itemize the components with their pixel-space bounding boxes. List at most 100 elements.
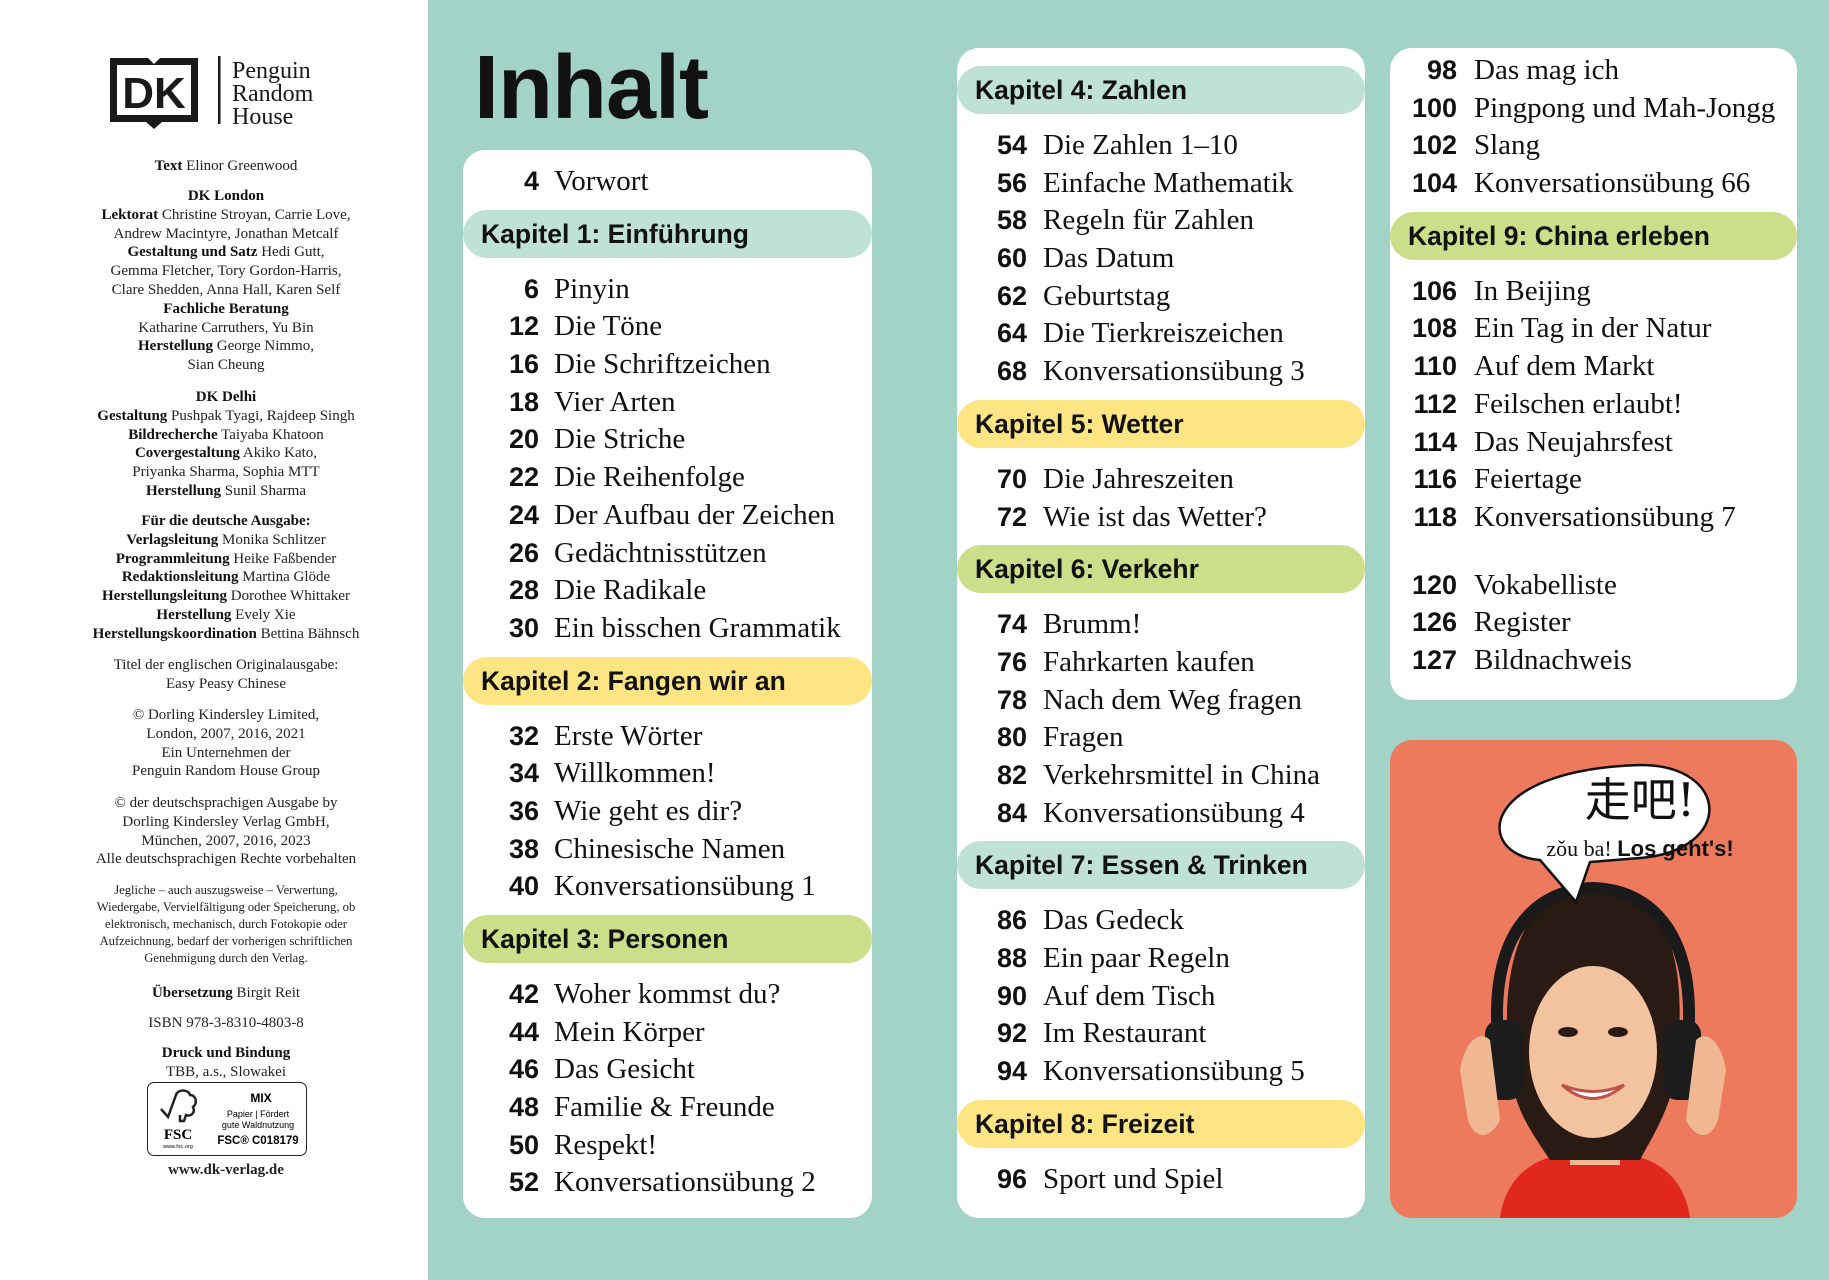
toc-entry[interactable]: 104 Konversationsübung 66: [1390, 165, 1797, 203]
toc-entry[interactable]: 108 Ein Tag in der Natur: [1390, 310, 1797, 348]
toc-entry[interactable]: 80 Fragen: [957, 719, 1365, 757]
toc-entry[interactable]: 60 Das Datum: [957, 240, 1365, 278]
toc-entry[interactable]: 72 Wie ist das Wetter?: [957, 499, 1365, 537]
credit-line: Bildrecherche Taiyaba Khatoon: [40, 426, 412, 445]
toc-entry[interactable]: 62 Geburtstag: [957, 278, 1365, 316]
credit-group: DK Delhi Gestaltung Pushpak Tyagi, Rajdee…: [40, 388, 412, 501]
toc-entry[interactable]: 120 Vokabelliste: [1390, 567, 1797, 605]
credit-line: Sian Cheung: [40, 356, 412, 375]
toc-entry[interactable]: 100 Pingpong und Mah-Jongg: [1390, 90, 1797, 128]
toc-entry[interactable]: 58 Regeln für Zahlen: [957, 202, 1365, 240]
svg-text:Random: Random: [232, 81, 314, 107]
toc-entry[interactable]: 106 In Beijing: [1390, 273, 1797, 311]
credit-role: Herstellungsleitung: [101, 588, 227, 605]
entry-title: Geburtstag: [1043, 279, 1171, 312]
credit-name: Birgit Reit: [236, 985, 301, 1001]
toc-entry[interactable]: 68 Konversationsübung 3: [957, 353, 1365, 391]
page-number: 94: [996, 1056, 1027, 1087]
toc-entry[interactable]: 20 Die Striche: [463, 421, 872, 459]
chapter-header[interactable]: Kapitel 5: Wetter: [957, 399, 1365, 448]
toc-entry[interactable]: 50 Respekt!: [463, 1127, 872, 1165]
toc-entry[interactable]: 32 Erste Wörter: [463, 718, 872, 756]
chapter-header[interactable]: Kapitel 2: Fangen wir an: [463, 656, 872, 705]
toc-entry[interactable]: 44 Mein Körper: [463, 1014, 872, 1052]
credit-role: Programmleitung: [115, 550, 230, 567]
chapter-header[interactable]: Kapitel 6: Verkehr: [957, 545, 1365, 594]
toc-entry[interactable]: 84 Konversationsübung 4: [957, 795, 1365, 833]
toc-entry[interactable]: 127 Bildnachweis: [1390, 642, 1797, 680]
toc-entry[interactable]: 88 Ein paar Regeln: [957, 940, 1365, 978]
toc-entry[interactable]: 48 Familie & Freunde: [463, 1089, 872, 1127]
toc-entry[interactable]: 74 Brumm!: [957, 606, 1365, 644]
toc-entry[interactable]: 92 Im Restaurant: [957, 1015, 1365, 1053]
toc-entry[interactable]: 98 Das mag ich: [1390, 52, 1797, 90]
toc-entry[interactable]: 90 Auf dem Tisch: [957, 978, 1365, 1016]
credit-line: Gestaltung Pushpak Tyagi, Rajdeep Singh: [40, 407, 412, 426]
toc-entry[interactable]: 28 Die Radikale: [463, 572, 872, 610]
credit-role: Herstellungskoordination: [92, 625, 257, 642]
toc-entry[interactable]: 36 Wie geht es dir?: [463, 793, 872, 831]
toc-entry[interactable]: 24 Der Aufbau der Zeichen: [463, 497, 872, 535]
toc-entry[interactable]: 18 Vier Arten: [463, 384, 872, 422]
credit-line: Easy Peasy Chinese: [40, 675, 412, 694]
page-number: 62: [996, 280, 1027, 311]
toc-entry[interactable]: 78 Nach dem Weg fragen: [957, 682, 1365, 720]
entry-title: Vorwort: [554, 165, 649, 197]
entry-title: Konversationsübung 1: [554, 870, 816, 903]
toc-entry[interactable]: 82 Verkehrsmittel in China: [957, 757, 1365, 795]
credit-name: London, 2007, 2016, 2021: [146, 725, 306, 742]
page-number: 92: [996, 1018, 1027, 1049]
toc-entry[interactable]: 46 Das Gesicht: [463, 1051, 872, 1089]
credit-name: Pushpak Tyagi, Rajdeep Singh: [171, 407, 355, 424]
toc-entry[interactable]: 118 Konversationsübung 7: [1390, 499, 1797, 537]
page-number: 28: [508, 575, 539, 606]
toc-entry[interactable]: 38 Chinesische Namen: [463, 831, 872, 869]
credit-role: Herstellung: [146, 482, 221, 499]
credit-name: Martina Glöde: [242, 569, 331, 586]
chapter-header[interactable]: Kapitel 8: Freizeit: [957, 1099, 1365, 1148]
toc-entry[interactable]: 26 Gedächtnisstützen: [463, 535, 872, 573]
toc-entry[interactable]: 64 Die Tierkreiszeichen: [957, 315, 1365, 353]
chapter-header[interactable]: Kapitel 9: China erleben: [1390, 211, 1797, 260]
toc-entry[interactable]: 110 Auf dem Markt: [1390, 348, 1797, 386]
credit-line: Priyanka Sharma, Sophia MTT: [40, 463, 412, 482]
toc-entry[interactable]: 12 Die Töne: [463, 308, 872, 346]
toc-entry[interactable]: 86 Das Gedeck: [957, 902, 1365, 940]
toc-entry[interactable]: 6 Pinyin: [463, 271, 872, 309]
toc-entry[interactable]: 126 Register: [1390, 604, 1797, 642]
entry-title: Willkommen!: [554, 757, 716, 790]
toc-entry[interactable]: 22 Die Reihenfolge: [463, 459, 872, 497]
toc-entry[interactable]: 112 Feilschen erlaubt!: [1390, 386, 1797, 424]
toc-entry[interactable]: 52 Konversationsübung 2: [463, 1164, 872, 1202]
toc-entry[interactable]: 70 Die Jahreszeiten: [957, 461, 1365, 499]
credit-role: Für die deutsche Ausgabe:: [141, 513, 311, 529]
credit-role: Gestaltung und Satz: [127, 244, 258, 261]
toc-entry[interactable]: 34 Willkommen!: [463, 755, 872, 793]
toc-entry[interactable]: 40 Konversationsübung 1: [463, 868, 872, 906]
toc-entry[interactable]: 96 Sport und Spiel: [957, 1161, 1365, 1199]
toc-entry[interactable]: 16 Die Schriftzeichen: [463, 346, 872, 384]
toc-entry[interactable]: 42 Woher kommst du?: [463, 976, 872, 1014]
toc-entry[interactable]: 4 Vorwort: [463, 163, 872, 201]
page-number: 20: [508, 424, 539, 455]
credit-role: Herstellung: [156, 606, 232, 623]
entry-title: Konversationsübung 7: [1474, 500, 1736, 533]
toc-entry[interactable]: 94 Konversationsübung 5: [957, 1053, 1365, 1091]
chapter-header[interactable]: Kapitel 4: Zahlen: [957, 66, 1365, 114]
page-number: 56: [996, 167, 1027, 198]
toc-entry[interactable]: 76 Fahrkarten kaufen: [957, 644, 1365, 682]
credit-line: London, 2007, 2016, 2021: [40, 725, 412, 744]
toc-entry[interactable]: 114 Das Neujahrsfest: [1390, 424, 1797, 462]
page-number: 32: [508, 720, 539, 751]
toc-entry[interactable]: 116 Feiertage: [1390, 461, 1797, 499]
chapter-header[interactable]: Kapitel 3: Personen: [463, 915, 872, 963]
toc-entry[interactable]: 54 Die Zahlen 1–10: [957, 127, 1365, 165]
toc-entry[interactable]: 102 Slang: [1390, 127, 1797, 165]
toc-entry[interactable]: 30 Ein bisschen Grammatik: [463, 610, 872, 648]
credit-line: Gemma Fletcher, Tory Gordon-Harris,: [40, 262, 412, 281]
chapter-header[interactable]: Kapitel 1: Einführung: [463, 209, 872, 258]
chapter-header[interactable]: Kapitel 7: Essen & Trinken: [957, 841, 1365, 890]
entry-title: Die Zahlen 1–10: [1043, 129, 1238, 161]
toc-entry[interactable]: 56 Einfache Mathematik: [957, 165, 1365, 203]
page-number: 98: [1426, 55, 1457, 85]
